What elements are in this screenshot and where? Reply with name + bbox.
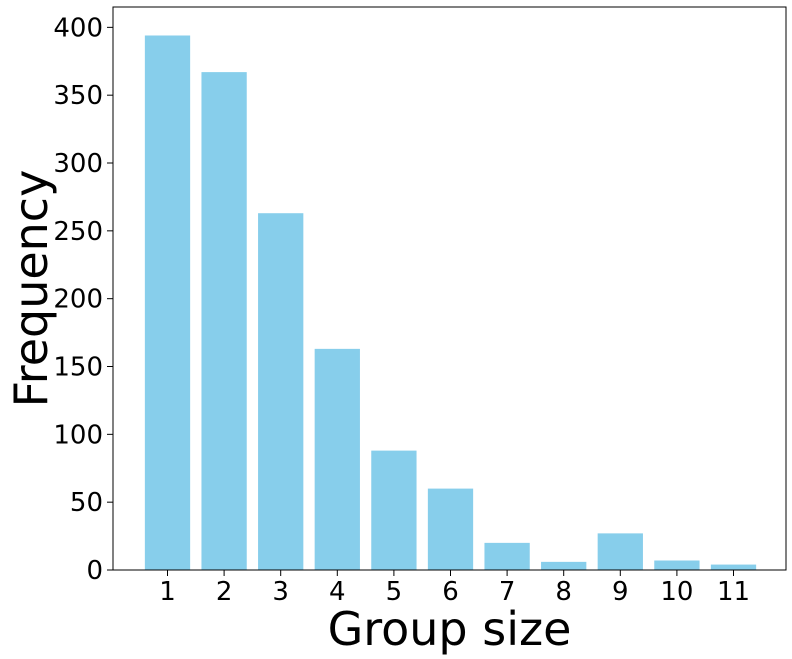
y-tick-label: 200 bbox=[53, 285, 103, 315]
bar-11 bbox=[710, 564, 757, 570]
bar-7 bbox=[484, 542, 530, 570]
x-tick-label: 7 bbox=[499, 577, 516, 607]
y-tick-label: 100 bbox=[53, 420, 103, 450]
x-tick-label: 11 bbox=[717, 577, 750, 607]
y-tick-label: 250 bbox=[53, 217, 103, 247]
y-tick-label: 400 bbox=[53, 13, 103, 43]
x-axis: 1 2 3 4 5 6 7 8 9 10 11 bbox=[159, 570, 750, 607]
x-tick-label: 3 bbox=[272, 577, 289, 607]
x-tick-label: 5 bbox=[386, 577, 403, 607]
y-tick-label: 150 bbox=[53, 353, 103, 383]
x-tick-label: 10 bbox=[660, 577, 693, 607]
y-tick-label: 0 bbox=[86, 556, 103, 586]
bar-8 bbox=[541, 561, 587, 570]
y-tick-label: 300 bbox=[53, 149, 103, 179]
bar-10 bbox=[654, 560, 700, 570]
bars-group bbox=[144, 35, 757, 571]
bar-6 bbox=[427, 488, 474, 570]
bar-3 bbox=[258, 213, 304, 571]
x-tick-label: 4 bbox=[329, 577, 346, 607]
x-tick-label: 6 bbox=[442, 577, 459, 607]
y-tick-label: 350 bbox=[53, 81, 103, 111]
bar-1 bbox=[144, 35, 191, 571]
y-axis: 0 50 100 150 200 250 300 350 400 bbox=[53, 13, 113, 586]
y-tick-label: 50 bbox=[70, 488, 103, 518]
bar-4 bbox=[314, 348, 360, 570]
x-tick-label: 2 bbox=[216, 577, 233, 607]
x-tick-label: 9 bbox=[612, 577, 629, 607]
bar-2 bbox=[201, 72, 247, 570]
y-axis-label: Frequency bbox=[4, 170, 58, 408]
x-tick-label: 1 bbox=[159, 577, 176, 607]
x-axis-label: Group size bbox=[328, 602, 572, 656]
x-tick-label: 8 bbox=[555, 577, 572, 607]
plot-frame bbox=[112, 6, 787, 571]
bar-9 bbox=[597, 533, 643, 570]
bar-5 bbox=[371, 450, 417, 570]
